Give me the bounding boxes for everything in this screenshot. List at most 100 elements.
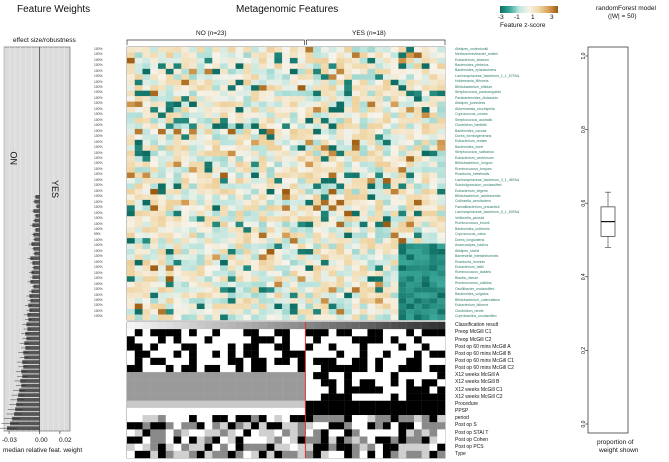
heatmap-cell: [274, 178, 283, 184]
metadata-cell: [429, 450, 438, 459]
heatmap-cell: [375, 238, 384, 244]
heatmap-cell: [289, 238, 298, 244]
heatmap-cell: [406, 123, 415, 130]
taxa-label: Lachnospiraceae_bacterium_3_1_46FAA: [455, 177, 520, 182]
metadata-cell: [181, 343, 190, 351]
heatmap-cell: [227, 101, 236, 108]
metadata-cell: [274, 436, 283, 444]
heatmap-cell: [258, 188, 267, 195]
heatmap-cell: [328, 57, 337, 64]
metadata-cell: [390, 364, 399, 373]
metadata-cell: [328, 386, 337, 394]
heatmap-cell: [204, 210, 213, 217]
heatmap-cell: [142, 145, 151, 151]
heatmap-cell: [204, 254, 213, 261]
heatmap-cell: [142, 292, 151, 299]
heatmap-cell: [297, 292, 306, 299]
heatmap-cell: [196, 107, 205, 113]
heatmap-cell: [212, 303, 221, 310]
fw-bar: [31, 289, 40, 294]
heatmap-cell: [196, 85, 205, 91]
heatmap-cell: [158, 156, 166, 162]
heatmap-cell: [150, 249, 159, 255]
heatmap-cell: [367, 183, 376, 190]
heatmap-cell: [344, 298, 353, 304]
heatmap-cell: [158, 79, 166, 86]
heatmap-cell: [367, 232, 376, 239]
metadata-cell: [134, 379, 143, 387]
metadata-cell: [328, 322, 337, 330]
metadata-cell: [351, 379, 360, 387]
heatmap-cell: [382, 227, 391, 233]
heatmap-cell: [375, 145, 384, 151]
metadata-cell: [282, 450, 291, 459]
metadata-cell: [344, 379, 353, 387]
heatmap-cell: [390, 205, 399, 211]
metadata-cell: [266, 322, 275, 330]
heatmap-cell: [258, 47, 267, 53]
heatmap-cell: [204, 96, 213, 102]
heatmap-cell: [181, 309, 190, 315]
metadata-cell: [421, 443, 430, 451]
heatmap-cell: [127, 123, 135, 130]
heatmap-cell: [359, 96, 368, 102]
metadata-cell: [196, 443, 205, 451]
heatmap-cell: [243, 145, 252, 151]
heatmap-cell: [320, 156, 329, 162]
heatmap-cell: [227, 107, 236, 113]
heatmap-cell: [313, 63, 322, 69]
metadata-cell: [398, 436, 407, 444]
heatmap-cell: [173, 227, 182, 233]
heatmap-cell: [437, 292, 446, 299]
heatmap-cell: [235, 68, 244, 75]
metadata-cell: [297, 422, 306, 430]
heatmap-cell: [437, 128, 446, 135]
heatmap-cell: [313, 150, 322, 157]
metadata-cell: [227, 407, 236, 416]
heatmap-cell: [274, 145, 283, 151]
heatmap-cell: [413, 292, 422, 299]
metadata-cell: [413, 357, 422, 366]
metadata-cell: [297, 343, 306, 351]
heatmap-cell: [297, 134, 306, 140]
heatmap-cell: [266, 314, 275, 321]
heatmap-cell: [305, 90, 314, 97]
heatmap-cell: [134, 298, 143, 304]
heatmap-cell: [367, 270, 376, 277]
heatmap-cell: [243, 314, 252, 321]
heatmap-cell: [258, 221, 267, 228]
heatmap-cell: [243, 161, 252, 168]
heatmap-cell: [212, 281, 221, 288]
heatmap-cell: [398, 232, 407, 239]
metadata-cell: [289, 364, 298, 373]
heatmap-cell: [398, 150, 407, 157]
heatmap-cell: [305, 303, 314, 310]
heatmap-cell: [189, 254, 197, 261]
heatmap-cell: [297, 63, 306, 69]
heatmap-cell: [289, 161, 298, 168]
metadata-row-label: X12 weeks McGill B: [455, 379, 500, 386]
heatmap-cell: [142, 57, 151, 64]
heatmap-cell: [134, 199, 143, 206]
heatmap-cell: [158, 139, 166, 146]
heatmap-cell: [305, 178, 314, 184]
metadata-cell: [243, 343, 252, 351]
heatmap-cell: [266, 194, 275, 201]
heatmap-cell: [351, 150, 360, 157]
heatmap-cell: [173, 265, 182, 272]
heatmap-cell: [421, 47, 430, 53]
metadata-cell: [297, 357, 306, 366]
heatmap-cell: [328, 259, 337, 266]
heatmap-cell: [258, 232, 267, 239]
heatmap-cell: [398, 156, 407, 162]
metadata-cell: [344, 436, 353, 444]
heatmap-cell: [351, 216, 360, 222]
metadata-cell: [375, 329, 384, 337]
heatmap-cell: [142, 254, 151, 261]
metadata-cell: [398, 407, 407, 416]
heatmap-cell: [297, 79, 306, 86]
heatmap-cell: [127, 167, 135, 173]
heatmap-cell: [406, 128, 415, 135]
heatmap-cell: [220, 178, 228, 184]
heatmap-cell: [305, 63, 314, 69]
